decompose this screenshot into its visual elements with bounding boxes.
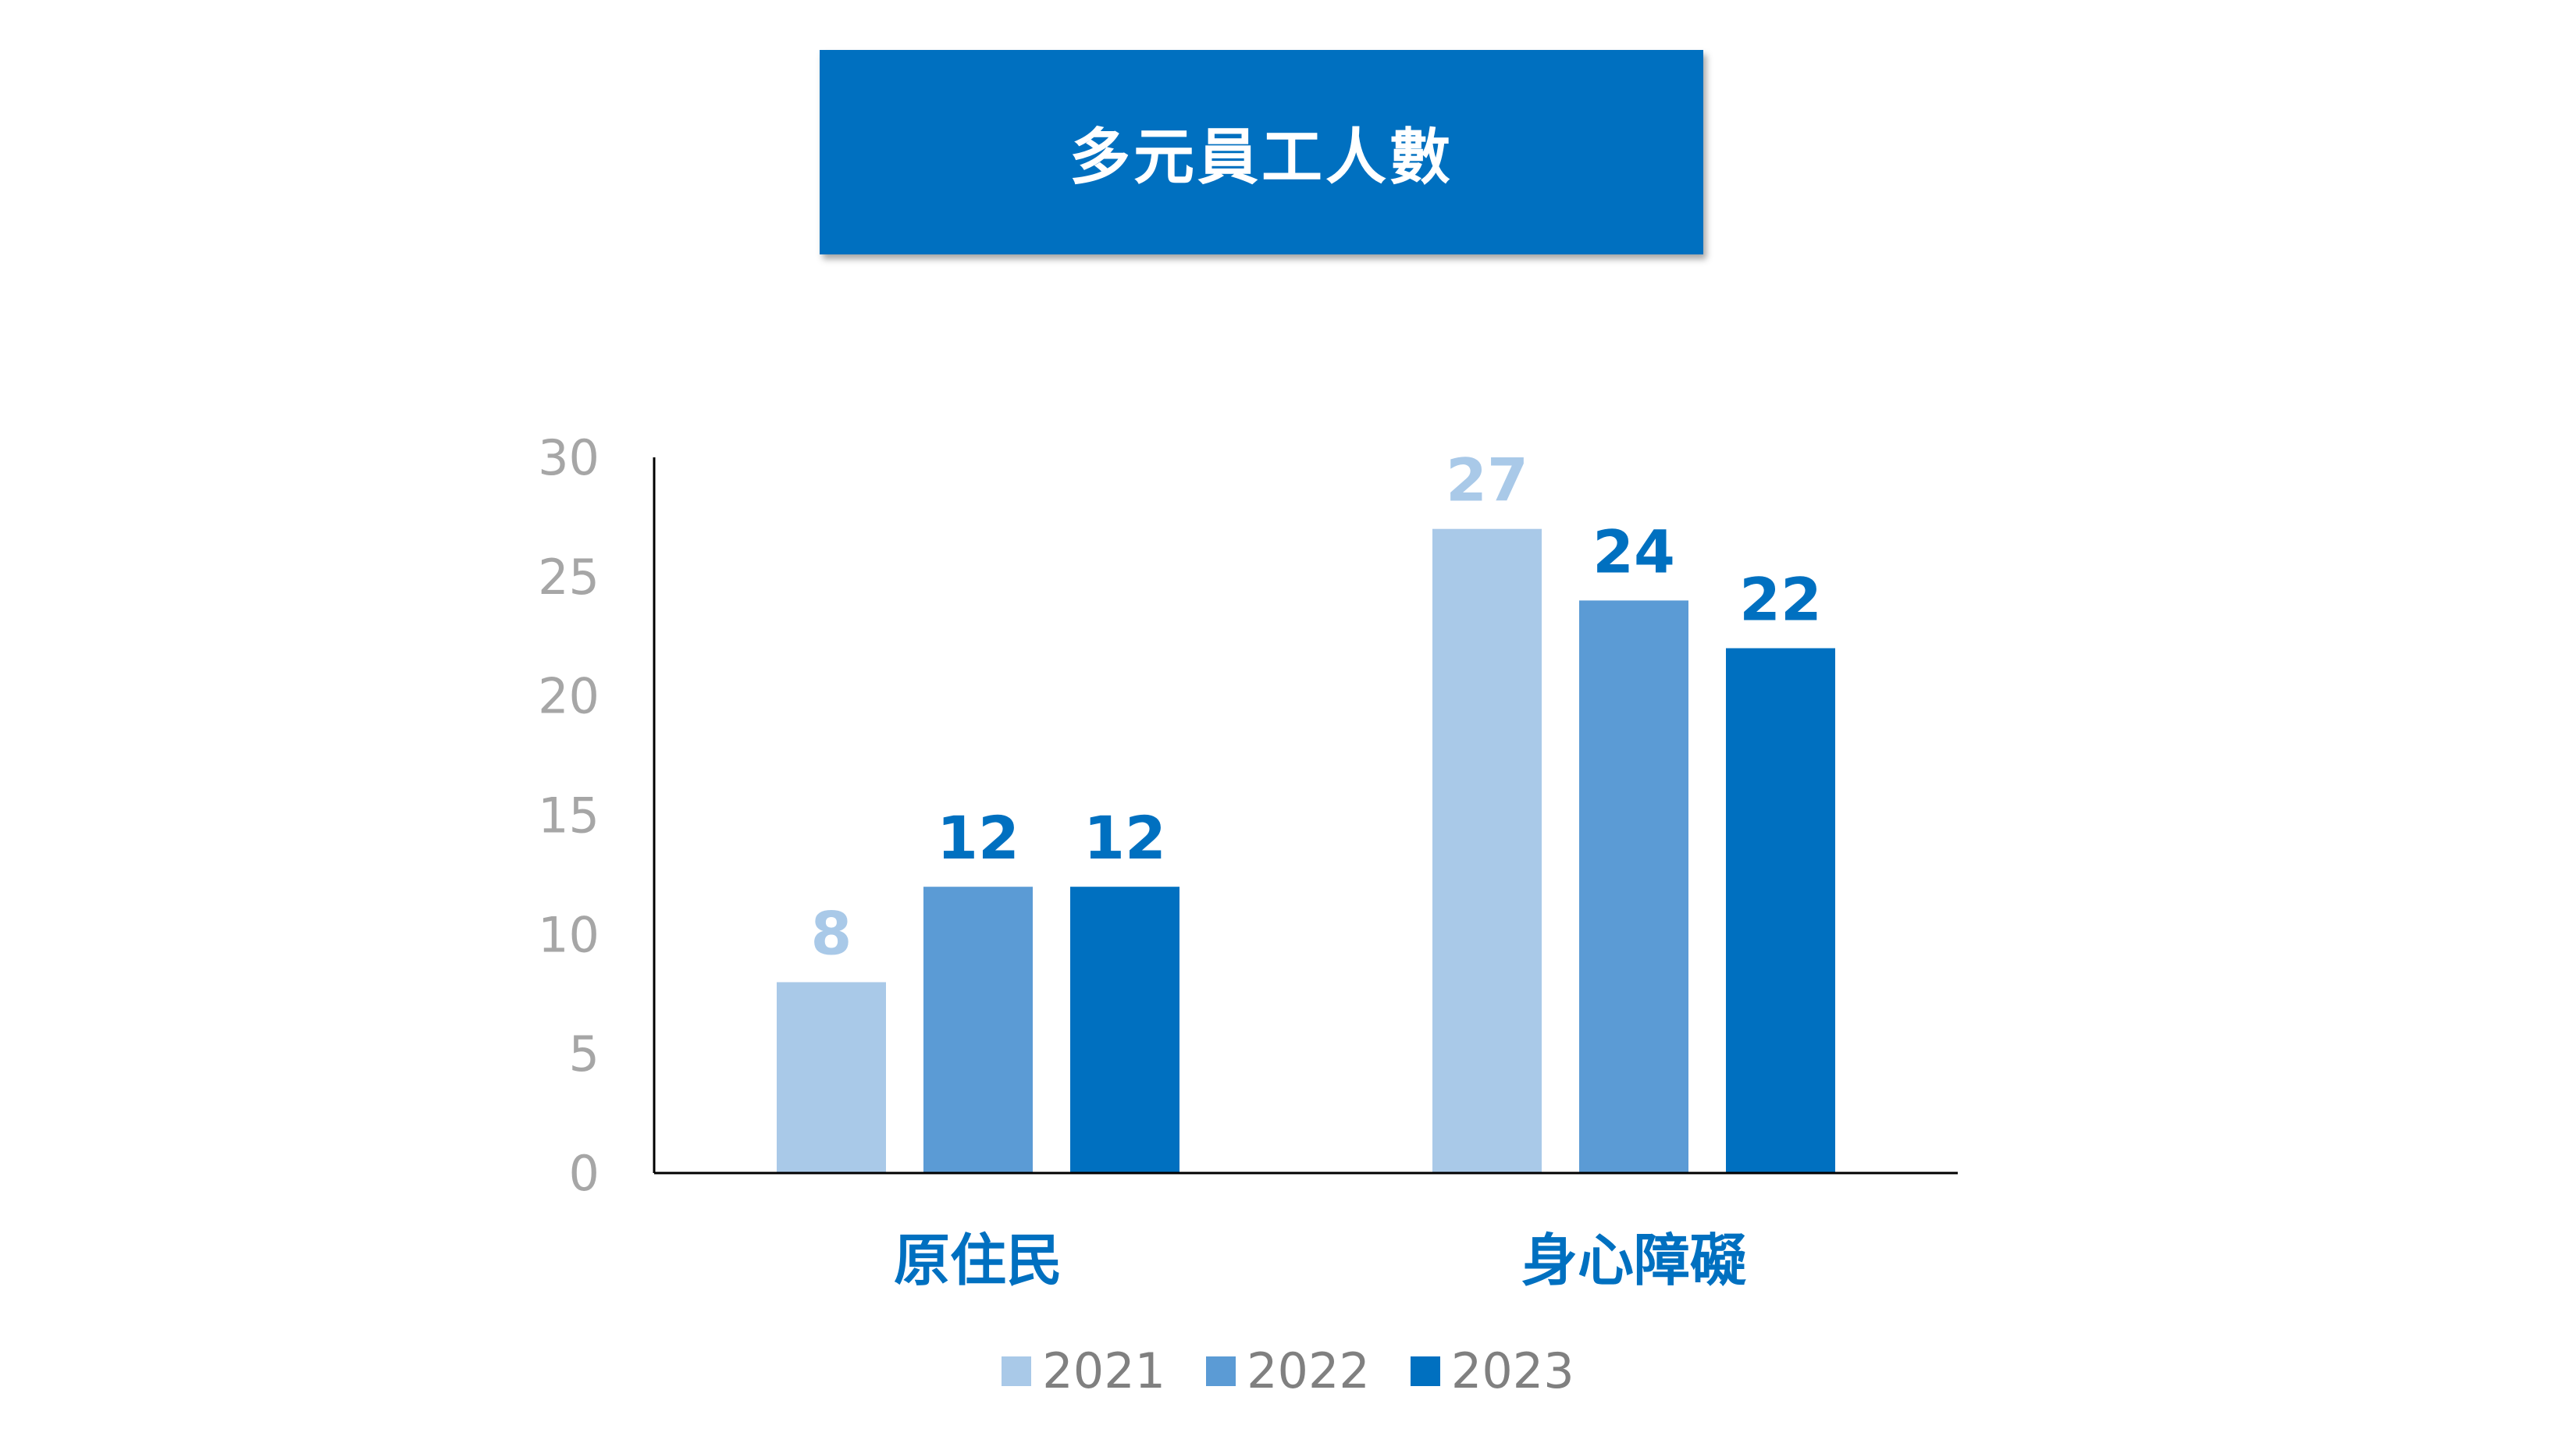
bars: [777, 528, 1835, 1173]
y-tick-label: 20: [538, 668, 600, 725]
bar-2023-0: [1070, 887, 1179, 1173]
y-axis-ticks: 0 5 10 15 20 25 30: [538, 429, 600, 1202]
y-tick-label: 0: [569, 1145, 600, 1202]
legend-label: 2023: [1450, 1342, 1574, 1399]
y-tick-label: 30: [538, 429, 600, 486]
legend-swatch: [1206, 1356, 1236, 1386]
value-label: 8: [811, 898, 852, 968]
y-tick-label: 10: [538, 906, 600, 963]
legend-item-2022: 2022: [1206, 1342, 1370, 1399]
category-label: 原住民: [894, 1228, 1062, 1293]
bar-2022-0: [923, 887, 1033, 1173]
value-label: 12: [937, 803, 1019, 873]
bar-2022-1: [1579, 600, 1688, 1173]
bar-2021-1: [1432, 528, 1542, 1173]
legend-label: 2021: [1042, 1342, 1166, 1399]
legend-item-2023: 2023: [1410, 1342, 1574, 1399]
y-tick-label: 25: [538, 549, 600, 606]
y-tick-label: 5: [569, 1026, 600, 1083]
value-label: 12: [1083, 803, 1166, 873]
category-label: 身心障礙: [1521, 1228, 1746, 1293]
axes: [653, 457, 1958, 1175]
category-labels: 原住民 身心障礙: [894, 1228, 1746, 1293]
bar-2023-1: [1726, 648, 1835, 1173]
value-label: 27: [1446, 446, 1528, 515]
value-labels: 8 12 12 27 24 22: [811, 446, 1822, 969]
legend-swatch: [1410, 1356, 1440, 1386]
legend-swatch: [1002, 1356, 1032, 1386]
chart-title: 多元員工人數: [1069, 123, 1453, 193]
chart-title-box: 多元員工人數: [820, 50, 1703, 254]
legend-label: 2022: [1247, 1342, 1370, 1399]
value-label: 22: [1739, 565, 1822, 635]
legend: 2021 2022 2023: [0, 1342, 2576, 1399]
value-label: 24: [1592, 517, 1675, 586]
legend-item-2021: 2021: [1002, 1342, 1165, 1399]
bar-2021-0: [777, 982, 886, 1173]
bar-chart: 0 5 10 15 20 25 30 8 12 12 27 24 22 原住民 身心障礙: [538, 429, 1958, 1293]
y-tick-label: 15: [538, 787, 600, 844]
